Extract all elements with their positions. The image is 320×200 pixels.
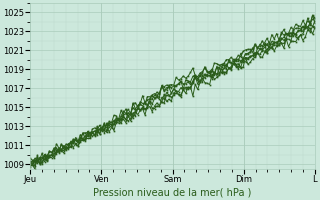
X-axis label: Pression niveau de la mer( hPa ): Pression niveau de la mer( hPa ) [93,187,252,197]
